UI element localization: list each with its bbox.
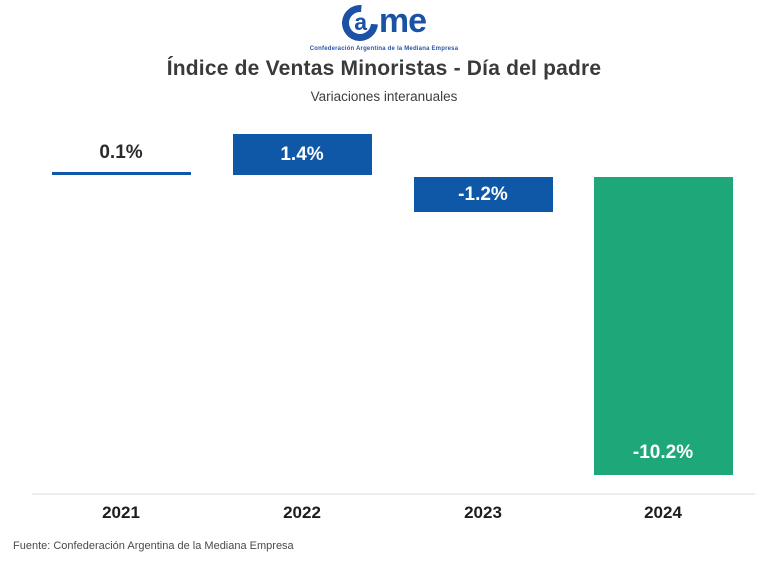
bar-value-label-2022: 1.4% xyxy=(280,143,324,165)
bar-2022 xyxy=(232,134,372,175)
came-logo-c-ring-icon: a xyxy=(334,0,386,49)
came-logo-letters-me: me xyxy=(378,2,427,40)
came-logo-tagline: Confederación Argentina de la Mediana Em… xyxy=(309,46,459,52)
bar-2021 xyxy=(51,172,191,175)
chart-title: Índice de Ventas Minoristas - Día del pa… xyxy=(166,57,602,80)
came-logo-letter-a: a xyxy=(354,8,368,35)
x-axis-label-2023: 2023 xyxy=(464,503,502,522)
x-axis-line xyxy=(32,493,755,495)
chart-subtitle: Variaciones interanuales xyxy=(310,89,458,104)
bar-value-label-2023: -1.2% xyxy=(458,183,508,205)
source-note: Fuente: Confederación Argentina de la Me… xyxy=(13,540,294,552)
chart-plot: 0.1% 2021 1.4% 2022 -1.2% 2023 -10.2% 2024 xyxy=(0,115,768,535)
came-logo-mark: a me xyxy=(334,0,427,49)
x-axis-label-2021: 2021 xyxy=(102,503,140,522)
bar-value-label-2024: -10.2% xyxy=(632,442,694,463)
bar-2023 xyxy=(413,177,553,212)
came-logo: a me Confederación Argentina de la Media… xyxy=(0,0,768,52)
x-axis-label-2022: 2022 xyxy=(283,503,321,522)
bar-2024 xyxy=(593,177,733,475)
x-axis-label-2024: 2024 xyxy=(644,503,682,522)
bar-value-label-2021: 0.1% xyxy=(99,142,143,163)
